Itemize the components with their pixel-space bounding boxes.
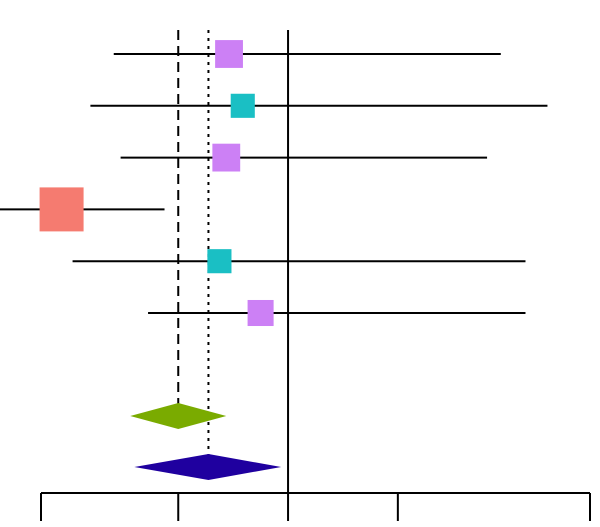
- study-marker: [247, 299, 274, 327]
- study-marker: [212, 143, 241, 172]
- summary-diamonds: [130, 403, 282, 480]
- study-marker: [39, 187, 84, 232]
- study-marker: [207, 249, 232, 274]
- x-axis: [40, 492, 591, 521]
- study-markers: [39, 40, 274, 327]
- confidence-intervals: [0, 53, 548, 314]
- summary-diamond: [130, 403, 227, 429]
- summary-diamond: [134, 454, 282, 480]
- study-marker: [230, 93, 255, 118]
- study-marker: [215, 40, 243, 68]
